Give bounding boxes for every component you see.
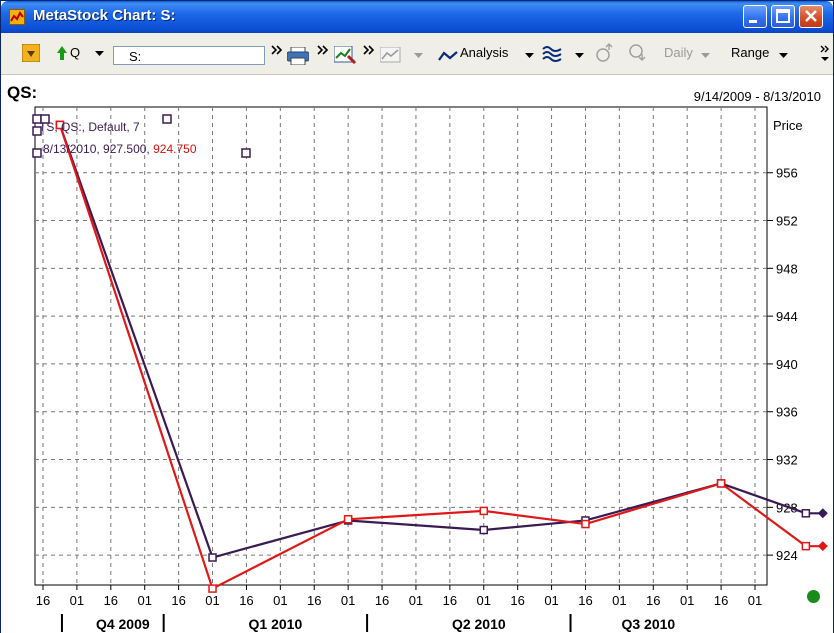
selection-handle <box>32 126 42 136</box>
quarter-label: Q4 2009 <box>96 616 150 632</box>
y-tick-label: 928 <box>776 500 798 515</box>
red-data-point <box>208 584 217 593</box>
red-data-point <box>581 519 590 529</box>
periodicity-button[interactable]: Daily <box>664 45 693 60</box>
zoom-out-icon[interactable] <box>628 43 648 63</box>
dark-last-value-marker <box>817 508 828 519</box>
indicator-legend-values[interactable]: 8/13/2010, 927.500, 924.750 <box>43 142 197 156</box>
red-data-point <box>343 515 353 524</box>
analysis-menu-button[interactable]: Analysis <box>460 45 509 60</box>
chevron-down-icon[interactable] <box>95 51 104 57</box>
symbol-input[interactable]: S: <box>113 46 265 65</box>
price-plot[interactable]: 16 01 16 01 16 01 16 01 16 01 16 01 16 01 16 01 16 01 16 01… <box>1 75 833 633</box>
red-data-point <box>716 479 726 488</box>
toolbar-overflow-icon[interactable] <box>820 45 830 63</box>
dark-series-line <box>58 124 823 559</box>
x-tick-label: 16 <box>171 593 185 608</box>
quarter-label: Q3 2010 <box>621 616 675 632</box>
chart-symbol-title: QS: <box>7 83 38 102</box>
y-tick-label: 940 <box>776 357 798 372</box>
red-data-point <box>55 120 65 130</box>
overflow-chevron-icon[interactable] <box>363 45 375 55</box>
x-tick-label: 01 <box>70 593 84 608</box>
selection-handle <box>241 148 251 158</box>
selection-handle <box>162 114 172 124</box>
chart-properties-icon[interactable] <box>334 46 356 64</box>
chevron-down-icon[interactable] <box>414 53 423 59</box>
x-tick-label: 16 <box>307 593 321 608</box>
x-tick-label: 16 <box>510 593 524 608</box>
dark-data-point <box>479 525 489 535</box>
y-tick-label: 944 <box>776 309 798 324</box>
x-tick-label: 16 <box>239 593 253 608</box>
dropdown-menu-icon[interactable] <box>22 44 40 62</box>
metastock-app-icon <box>9 9 25 25</box>
dark-data-point <box>801 509 811 518</box>
dark-data-point <box>208 553 217 562</box>
quote-button[interactable]: Q <box>70 45 81 60</box>
title-bar[interactable]: MetaStock Chart: S: <box>1 1 833 33</box>
y-tick-label: 948 <box>776 261 798 276</box>
x-tick-label: 01 <box>680 593 694 608</box>
analysis-line-icon <box>438 51 458 61</box>
indicator-legend-line1[interactable]: TS, QS:, Default, 7 <box>39 120 140 134</box>
range-menu-button[interactable]: Range <box>731 45 770 60</box>
minimize-button[interactable] <box>743 5 767 28</box>
chart-date-range: 9/14/2009 - 8/13/2010 <box>693 89 821 104</box>
red-last-value-marker <box>817 541 828 552</box>
x-tick-label: 16 <box>578 593 592 608</box>
plot-frame <box>34 106 768 586</box>
selection-handle <box>32 148 42 158</box>
x-tick-label: 16 <box>714 593 728 608</box>
print-icon[interactable] <box>287 47 309 65</box>
maximize-button[interactable] <box>771 5 795 28</box>
overflow-chevron-icon[interactable] <box>317 45 329 55</box>
x-tick-label: 01 <box>341 593 355 608</box>
x-tick-label: 01 <box>477 593 491 608</box>
overflow-chevron-icon[interactable] <box>271 45 283 55</box>
selection-handle <box>40 114 50 124</box>
up-arrow-icon <box>57 46 67 60</box>
x-tick-label: 16 <box>375 593 389 608</box>
window-title: MetaStock Chart: S: <box>33 7 176 24</box>
x-tick-label: 01 <box>748 593 762 608</box>
chevron-down-icon[interactable] <box>701 53 710 59</box>
quarter-label: Q2 2010 <box>452 616 506 632</box>
red-series-line <box>58 124 823 591</box>
x-tick-label: 01 <box>205 593 219 608</box>
legend-red-value: 924.750 <box>153 142 197 156</box>
x-tick-label: 01 <box>612 593 626 608</box>
x-tick-label: 16 <box>36 593 50 608</box>
x-tick-label: 01 <box>273 593 287 608</box>
close-button[interactable] <box>799 5 823 28</box>
y-tick-label: 932 <box>776 453 798 468</box>
y-tick-label: 952 <box>776 214 798 229</box>
y-tick-label: 936 <box>776 405 798 420</box>
price-axis-label: Price <box>773 118 803 133</box>
x-tick-label: 01 <box>137 593 151 608</box>
connection-status-indicator <box>807 590 820 603</box>
quarter-label: Q1 2010 <box>249 616 303 632</box>
chevron-down-icon[interactable] <box>575 53 584 59</box>
symbol-input-value: S: <box>129 49 142 64</box>
chevron-down-icon[interactable] <box>525 53 534 59</box>
zoom-in-icon[interactable] <box>595 43 615 63</box>
x-tick-label: 16 <box>443 593 457 608</box>
y-tick-label: 924 <box>776 548 798 563</box>
legend-date-value: 8/13/2010, 927.500, <box>43 142 154 156</box>
x-tick-label: 16 <box>104 593 118 608</box>
y-tick-label: 956 <box>776 166 798 181</box>
x-tick-label: 01 <box>409 593 423 608</box>
chevron-down-icon[interactable] <box>779 53 788 59</box>
red-data-point <box>479 506 489 516</box>
red-data-point <box>801 541 811 551</box>
chart-type-icon[interactable] <box>380 47 402 63</box>
x-tick-label: 01 <box>544 593 558 608</box>
indicators-icon[interactable] <box>542 45 562 63</box>
x-tick-label: 16 <box>646 593 660 608</box>
